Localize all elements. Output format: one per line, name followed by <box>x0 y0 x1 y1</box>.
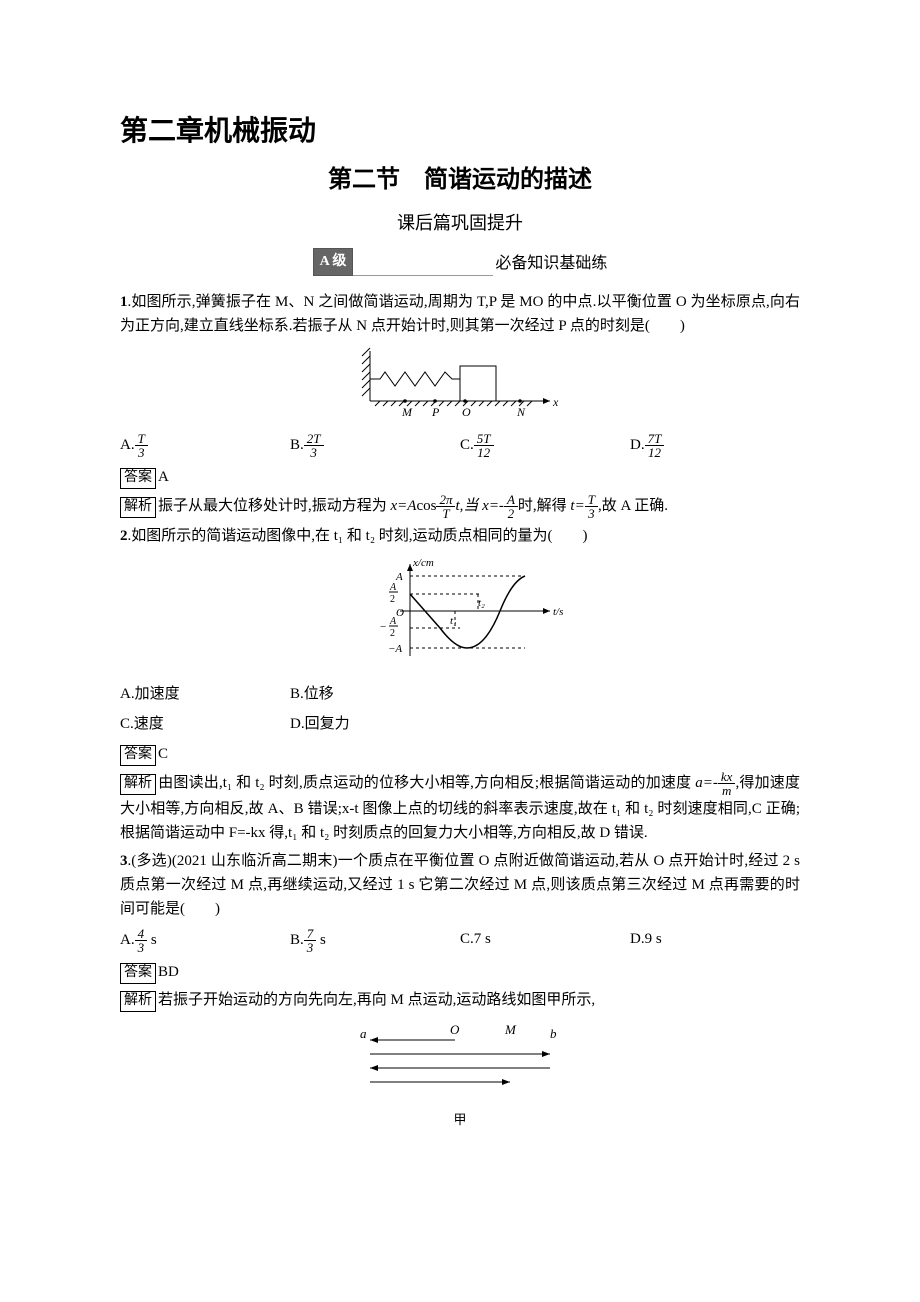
q1-optC: C.5T12 <box>460 432 630 459</box>
q1-optB: B.2T3 <box>290 432 460 459</box>
q2-answer: 答案C <box>120 742 800 766</box>
q2-figure: x/cm t/s A A2 O −A2 −A t₁ t₂ <box>120 556 800 674</box>
q1-optD: D.7T12 <box>630 432 800 459</box>
svg-text:t/s: t/s <box>553 606 563 618</box>
q1-options: A.T3 B.2T3 C.5T12 D.7T12 <box>120 432 800 459</box>
svg-text:N: N <box>516 405 526 416</box>
subhead: 课后篇巩固提升 <box>120 209 800 238</box>
q2-optB: B.位移 <box>290 682 460 706</box>
svg-text:M: M <box>504 1022 517 1037</box>
svg-text:x/cm: x/cm <box>412 557 434 569</box>
q1-optA: A.T3 <box>120 432 290 459</box>
q3-optC: C.7 s <box>460 927 630 954</box>
svg-text:2: 2 <box>390 628 395 639</box>
level-badge: A 级 <box>313 248 354 276</box>
svg-text:A: A <box>389 616 397 627</box>
svg-text:b: b <box>550 1026 557 1041</box>
svg-text:A: A <box>389 582 397 593</box>
svg-text:a: a <box>360 1026 367 1041</box>
svg-text:t₁: t₁ <box>450 615 457 627</box>
svg-text:A: A <box>395 571 403 583</box>
chapter-title: 第二章机械振动 <box>120 110 800 155</box>
svg-text:t₂: t₂ <box>478 597 485 609</box>
q2-optD: D.回复力 <box>290 712 460 736</box>
q2-optA: A.加速度 <box>120 682 290 706</box>
q3-text: 3.(多选)(2021 山东临沂高二期末)一个质点在平衡位置 O 点附近做简谐运… <box>120 849 800 921</box>
svg-text:−: − <box>380 621 386 633</box>
q3-optD: D.9 s <box>630 927 800 954</box>
svg-text:O: O <box>462 405 471 416</box>
level-label: 必备知识基础练 <box>495 251 607 277</box>
q3-optB: B.73 s <box>290 927 460 954</box>
q2-text: 2.如图所示的简谐运动图像中,在 t₁ 和 t₂ 时刻,运动质点相同的量为( ) <box>120 524 800 548</box>
q3-fig-caption: 甲 <box>120 1110 800 1131</box>
svg-text:O: O <box>450 1022 460 1037</box>
svg-text:2: 2 <box>390 594 395 605</box>
q1-text: 1.如图所示,弹簧振子在 M、N 之间做简谐运动,周期为 T,P 是 MO 的中… <box>120 290 800 338</box>
section-title: 第二节 简谐运动的描述 <box>120 161 800 199</box>
svg-text:P: P <box>431 405 440 416</box>
svg-text:x: x <box>552 395 559 409</box>
q3-options: A.43 s B.73 s C.7 s D.9 s <box>120 927 800 954</box>
level-row: A 级 必备知识基础练 <box>120 248 800 276</box>
q3-figure: a O M b 甲 <box>120 1020 800 1131</box>
q3-answer: 答案BD <box>120 960 800 984</box>
q2-options: A.加速度 B.位移 <box>120 682 800 706</box>
q1-answer: 答案A <box>120 465 800 489</box>
svg-text:−A: −A <box>388 643 402 655</box>
q2-explanation: 解析由图读出,t₁ 和 t₂ 时刻,质点运动的位移大小相等,方向相反;根据简谐运… <box>120 770 800 845</box>
svg-text:O: O <box>396 607 404 619</box>
q3-optA: A.43 s <box>120 927 290 954</box>
q1-explanation: 解析振子从最大位移处计时,振动方程为 x=Acos2πTt,当 x=-A2时,解… <box>120 493 800 520</box>
q3-explanation: 解析若振子开始运动的方向先向左,再向 M 点运动,运动路线如图甲所示, <box>120 988 800 1012</box>
q2-optC: C.速度 <box>120 712 290 736</box>
q1-figure: M P O N x <box>120 346 800 424</box>
svg-text:M: M <box>401 405 413 416</box>
